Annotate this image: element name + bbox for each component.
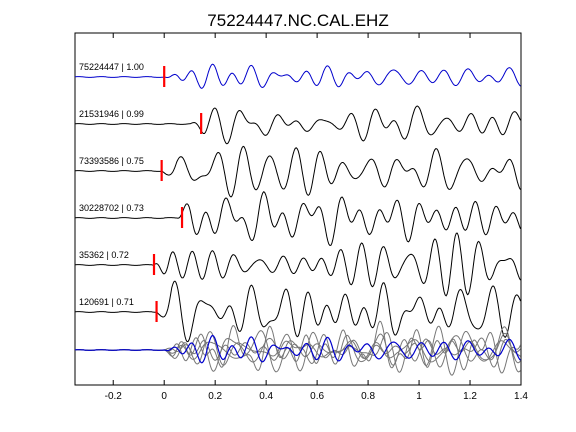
x-tick-label: 0.8 (361, 391, 375, 402)
x-tick-label: 1.4 (514, 391, 528, 402)
chart-title: 75224447.NC.CAL.EHZ (207, 11, 388, 30)
trace-label: 30228702 | 0.73 (79, 203, 144, 213)
x-tick-label: 0.2 (208, 391, 222, 402)
x-tick-label: 0.4 (259, 391, 273, 402)
x-tick-label: 1 (416, 391, 422, 402)
waveform-trace (75, 232, 521, 297)
trace-label: 21531946 | 0.99 (79, 109, 144, 119)
stack-overlay-trace (75, 326, 521, 373)
stack-overlay-trace (75, 331, 521, 373)
waveform-trace (75, 191, 521, 247)
stack-reference-trace (75, 334, 521, 364)
waveform-trace (75, 63, 521, 89)
waveform-trace (75, 145, 521, 198)
stack-overlay-trace (75, 325, 521, 376)
trace-label: 73393586 | 0.75 (79, 156, 144, 166)
plot-frame (74, 32, 522, 386)
x-tick-label: -0.2 (105, 391, 123, 402)
x-tick-label: 1.2 (463, 391, 477, 402)
x-tick-label: 0.6 (310, 391, 324, 402)
trace-label: 35362 | 0.72 (79, 250, 129, 260)
waveform-trace (75, 280, 521, 343)
waveform-trace (75, 105, 521, 145)
trace-label: 120691 | 0.71 (79, 297, 134, 307)
x-axis: -0.2 0 0.2 0.4 0.6 0.8 1 1.2 1.4 (105, 33, 528, 402)
trace-label: 75224447 | 1.00 (79, 62, 144, 72)
traces-layer: 75224447 | 1.00 21531946 | 0.99 73393586 |… (75, 62, 521, 376)
x-tick-label: 0 (161, 391, 167, 402)
